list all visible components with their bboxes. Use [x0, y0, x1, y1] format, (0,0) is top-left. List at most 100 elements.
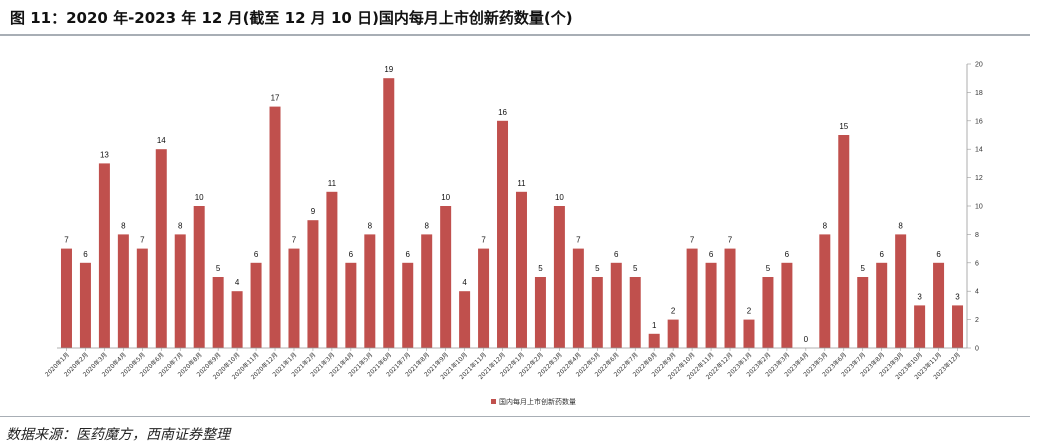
data-label: 16	[498, 108, 507, 117]
data-label: 8	[121, 221, 126, 230]
data-label: 8	[898, 221, 903, 230]
y-tick-label: 20	[975, 62, 983, 69]
y-tick-label: 6	[975, 260, 979, 267]
bar	[345, 262, 357, 348]
bar	[762, 277, 774, 348]
bar	[895, 234, 907, 348]
data-label: 15	[839, 122, 848, 131]
bar-chart: 7613871481054617791168196810471611510756…	[43, 62, 983, 407]
bar	[876, 262, 888, 348]
bar	[402, 262, 414, 348]
data-label: 13	[100, 150, 109, 159]
title-divider	[0, 34, 1030, 36]
bar	[667, 319, 679, 348]
data-label: 17	[271, 94, 280, 103]
bar	[781, 262, 793, 348]
bar	[952, 305, 964, 348]
y-tick-label: 14	[975, 147, 983, 154]
bar	[440, 206, 452, 348]
data-label: 7	[481, 236, 486, 245]
bar	[497, 120, 509, 348]
data-label: 5	[538, 264, 543, 273]
y-tick-label: 2	[975, 317, 979, 324]
data-label: 0	[804, 335, 809, 344]
y-tick-label: 4	[975, 289, 979, 296]
bar	[212, 277, 224, 348]
bar	[326, 191, 338, 348]
data-label: 8	[823, 221, 828, 230]
bar	[231, 291, 243, 348]
y-tick-label: 12	[975, 175, 983, 182]
data-label: 7	[576, 236, 581, 245]
bar	[591, 277, 603, 348]
data-label: 11	[328, 179, 337, 188]
bar	[288, 248, 300, 348]
data-label: 10	[441, 193, 450, 202]
data-label: 5	[633, 264, 638, 273]
bar	[383, 78, 395, 348]
data-labels-group: 7613871481054617791168196810471611510756…	[64, 65, 960, 344]
legend-label: 国内每月上市创新药数量	[499, 397, 576, 406]
bar	[743, 319, 755, 348]
bars-group	[60, 78, 964, 348]
data-label: 19	[384, 65, 393, 74]
chart-title: 图 11：2020 年-2023 年 12 月(截至 12 月 10 日)国内每…	[10, 9, 573, 27]
data-label: 2	[747, 307, 752, 316]
bar	[307, 220, 319, 348]
data-label: 6	[614, 250, 619, 259]
bar	[155, 149, 167, 348]
data-label: 7	[690, 236, 695, 245]
bar	[269, 106, 281, 348]
data-label: 4	[235, 278, 240, 287]
data-label: 8	[424, 221, 429, 230]
data-label: 6	[406, 250, 411, 259]
bar	[648, 333, 660, 348]
bar	[250, 262, 262, 348]
y-tick-label: 10	[975, 204, 983, 211]
bar	[478, 248, 490, 348]
bar	[724, 248, 736, 348]
bar	[459, 291, 471, 348]
y-tick-label: 8	[975, 232, 979, 239]
bar	[857, 277, 869, 348]
data-label: 7	[728, 236, 733, 245]
y-tick-label: 18	[975, 90, 983, 97]
bar	[914, 305, 926, 348]
legend: 国内每月上市创新药数量	[491, 397, 576, 406]
bar	[117, 234, 129, 348]
data-label: 9	[311, 207, 316, 216]
bar	[933, 262, 945, 348]
y-tick-label: 16	[975, 118, 983, 125]
bar	[136, 248, 148, 348]
data-label: 7	[64, 236, 69, 245]
bar	[421, 234, 433, 348]
data-label: 10	[555, 193, 564, 202]
data-label: 6	[349, 250, 354, 259]
data-label: 6	[254, 250, 259, 259]
footer-divider	[0, 416, 1030, 417]
bar	[364, 234, 376, 348]
data-label: 3	[955, 292, 960, 301]
data-label: 10	[195, 193, 204, 202]
bar	[534, 277, 546, 348]
data-label: 1	[652, 321, 657, 330]
data-label: 8	[368, 221, 373, 230]
data-label: 5	[861, 264, 866, 273]
bar	[193, 206, 205, 348]
data-label: 6	[879, 250, 884, 259]
bar	[553, 206, 565, 348]
bar	[610, 262, 622, 348]
bar	[60, 248, 72, 348]
legend-swatch	[491, 399, 496, 404]
bar	[686, 248, 698, 348]
bar	[838, 135, 850, 348]
data-label: 5	[216, 264, 221, 273]
data-label: 5	[595, 264, 600, 273]
bar	[79, 262, 91, 348]
source-note: 数据来源：医药魔方，西南证券整理	[6, 427, 230, 443]
data-label: 6	[785, 250, 790, 259]
x-axis: 2020年1月2020年2月2020年3月2020年4月2020年5月2020年…	[43, 347, 967, 381]
data-label: 6	[83, 250, 88, 259]
bar	[98, 163, 110, 348]
data-label: 5	[766, 264, 771, 273]
